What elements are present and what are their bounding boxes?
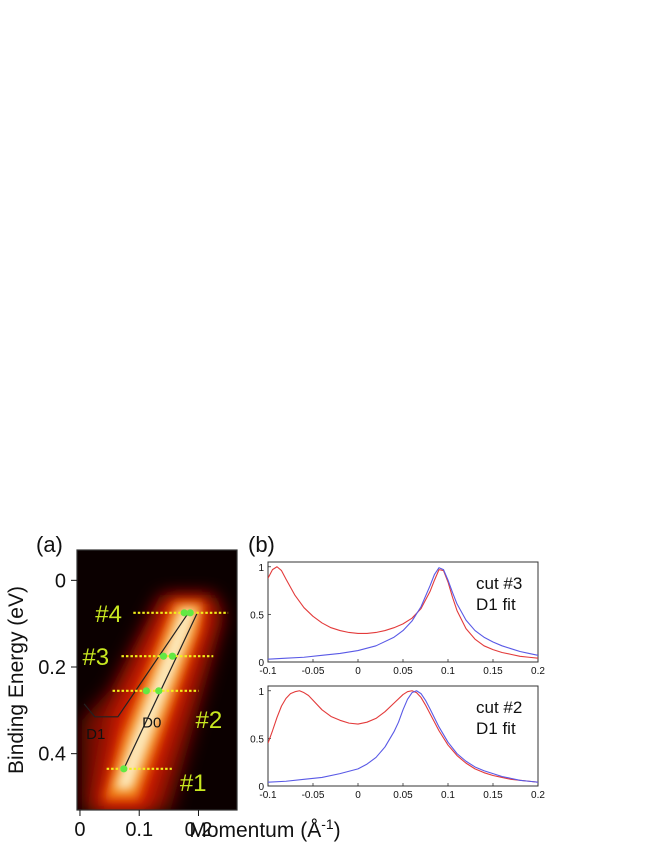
cut-point-2-1 <box>155 687 163 695</box>
plot-cut3-series-0 <box>268 566 538 659</box>
plot-cut2-x-tick-label: 0.15 <box>483 790 503 801</box>
a-y-axis-label: Binding Energy (eV) <box>5 586 28 774</box>
heatmap <box>77 550 237 810</box>
plot-cut2-x-tick-label: 0.1 <box>441 790 455 801</box>
plot-cut3-axes: -0.1 -0.05 0 0.05 0.1 0.15 0.2 0 0.5 1 <box>250 563 545 677</box>
plot-cut3-x-tick-label: -0.05 <box>302 666 325 677</box>
spectrum-plot-cut3: -0.1 -0.05 0 0.05 0.1 0.15 0.2 0 0.5 1 cut #3 D1 … <box>250 561 545 677</box>
a-y-tick-label: 0 <box>55 570 66 592</box>
plot-cut2-axes: -0.1 -0.05 0 0.05 0.1 0.15 0.2 0 0.5 1 <box>250 687 545 801</box>
cut-point-1-0 <box>120 765 128 773</box>
plot-cut2-x-tick-label: -0.05 <box>302 790 325 801</box>
a-x-tick-label: 0.1 <box>125 819 153 841</box>
plot-cut2-frame <box>267 685 539 787</box>
plot-cut3-series <box>268 566 538 660</box>
plot-cut3-y-tick-label: 1 <box>258 563 264 574</box>
plot-cut3-x-tick-label: 0.15 <box>483 666 503 677</box>
plot-cut2-x-tick-label: 0.2 <box>531 790 545 801</box>
plot-cut3-x-tick-label: -0.1 <box>259 666 277 677</box>
x-label-close: ) <box>334 819 341 842</box>
panel-a: (a) D1 D0 #4 #3 #2 #1 0 0.2 0.4 0 0.1 0.2 Bindin… <box>5 532 341 842</box>
plot-cut3-title-line2: D1 fit <box>476 595 516 614</box>
a-y-tick-label: 0.4 <box>38 744 66 766</box>
dispersion-d1 <box>83 612 189 718</box>
a-x-tick-label: 0 <box>74 819 85 841</box>
x-label-unit: Å <box>307 819 321 842</box>
a-y-axis: 0 0.2 0.4 <box>38 570 77 766</box>
dispersion-label-d1: D1 <box>86 726 105 743</box>
cut-label-3: #3 <box>82 644 109 671</box>
heatmap-frame <box>76 549 238 811</box>
cut-point-3-1 <box>168 652 177 660</box>
cut-label-2: #2 <box>195 707 222 734</box>
plot-cut2-series-1 <box>268 690 538 783</box>
cut-lines: #4 #3 #2 #1 <box>82 601 229 797</box>
plot-cut2-series-0 <box>268 690 538 783</box>
x-label-main: Momentum ( <box>189 819 307 842</box>
plot-cut3-x-tick-label: 0.1 <box>441 666 455 677</box>
plot-cut2-title-line1: cut #2 <box>476 698 522 717</box>
plot-cut2-y-tick-label: 0.5 <box>250 734 264 745</box>
plot-cut3-frame <box>267 561 539 663</box>
plot-cut2-x-tick-label: 0.05 <box>393 790 413 801</box>
x-label-exp: -1 <box>321 816 334 832</box>
a-x-axis-label: Momentum (Å-1) <box>189 816 340 842</box>
plot-cut3-y-tick-label: 0.5 <box>250 610 264 621</box>
plot-cut2-title-line2: D1 fit <box>476 719 516 738</box>
plot-cut2-x-tick-label: 0 <box>355 790 361 801</box>
a-x-tick-label: 0.2 <box>185 819 213 841</box>
a-x-axis: 0 0.1 0.2 <box>74 810 212 841</box>
plot-cut3-series-1 <box>268 567 538 660</box>
a-y-tick-label: 0.2 <box>38 657 66 679</box>
panel-a-label: (a) <box>36 532 63 557</box>
plot-cut2-series <box>268 690 538 783</box>
plot-cut2-y-tick-label: 0 <box>258 782 264 793</box>
spectrum-plot-cut2: -0.1 -0.05 0 0.05 0.1 0.15 0.2 0 0.5 1 cut #2 D1 … <box>250 685 545 801</box>
panel-b: (b) -0.1 -0.05 0 0.05 0.1 0.15 0.2 0 0.5 1 cut #3… <box>248 532 545 801</box>
cut-point-4-1 <box>186 609 194 617</box>
dispersion-label-d0: D0 <box>142 715 161 732</box>
plot-cut2-y-tick-label: 1 <box>258 687 264 698</box>
cut-point-2-0 <box>142 687 150 695</box>
cut-label-4: #4 <box>95 601 122 628</box>
plot-cut2-x-tick-label: -0.1 <box>259 790 277 801</box>
cut-label-1: #1 <box>180 770 207 797</box>
plot-cut3-y-tick-label: 0 <box>258 658 264 669</box>
plot-cut3-x-tick-label: 0 <box>355 666 361 677</box>
plot-cut3-title-line1: cut #3 <box>476 574 522 593</box>
cut-point-4-0 <box>180 609 188 617</box>
plot-cut3-x-tick-label: 0.2 <box>531 666 545 677</box>
plot-cut3-x-tick-label: 0.05 <box>393 666 413 677</box>
cut-point-3-0 <box>159 652 168 660</box>
panel-b-label: (b) <box>248 532 275 557</box>
